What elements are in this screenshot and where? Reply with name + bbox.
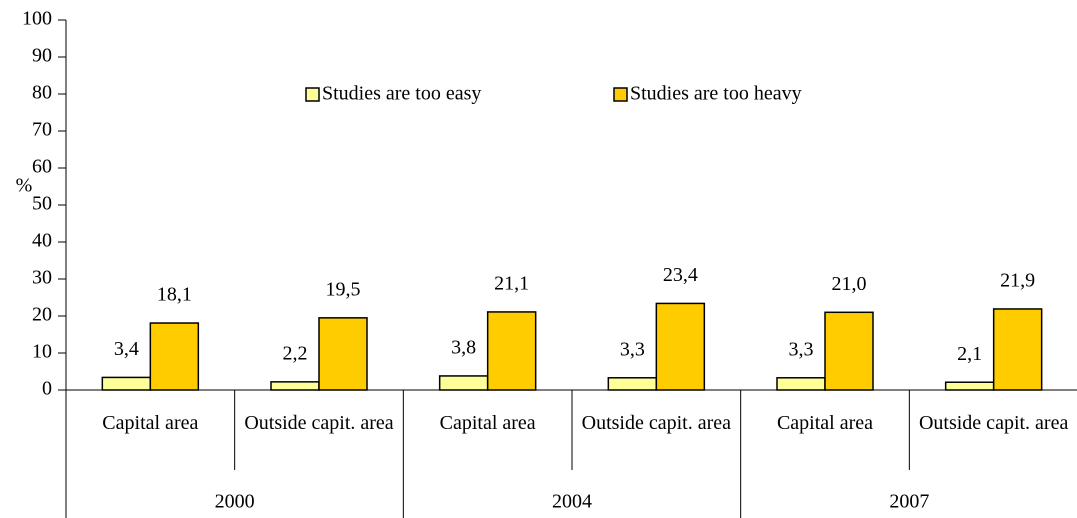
bar (824, 311, 874, 391)
data-label: 3,4 (114, 338, 139, 360)
data-label: 3,3 (620, 338, 645, 360)
group-label: 2007 (889, 491, 929, 513)
bar (438, 375, 489, 391)
legend-label: Studies are too heavy (630, 83, 802, 105)
x-tick-label: Outside capit. area (918, 412, 1069, 434)
group-label: 2000 (215, 491, 255, 513)
legend-label: Studies are too easy (322, 83, 481, 105)
data-label: 21,9 (1000, 270, 1035, 292)
bar (992, 308, 1043, 391)
bar (607, 377, 658, 391)
group-label: 2004 (552, 491, 592, 513)
data-label: 19,5 (326, 278, 361, 300)
y-tick-label: 90 (32, 45, 52, 67)
x-tick-label: Outside capit. area (244, 412, 394, 434)
x-tick-label: Outside capit. area (581, 412, 732, 434)
data-label: 2,2 (283, 342, 308, 364)
data-label: 21,0 (832, 273, 867, 295)
y-tick-label: 30 (32, 267, 52, 289)
y-tick-label: 60 (32, 156, 52, 178)
y-tick-label: 40 (32, 230, 52, 252)
legend-swatch (613, 87, 628, 102)
bar (486, 311, 537, 391)
y-tick-label: 0 (42, 378, 52, 400)
x-tick-label: Capital area (776, 412, 874, 434)
data-label: 2,1 (957, 343, 982, 365)
data-label: 3,8 (451, 337, 476, 359)
bar (655, 302, 706, 391)
y-tick-label: 100 (22, 8, 52, 30)
y-tick-label: 10 (32, 341, 52, 363)
legend-swatch (305, 87, 320, 102)
x-tick-label: Capital area (439, 412, 536, 434)
data-label: 21,1 (494, 273, 529, 295)
bar (776, 377, 826, 391)
bar (318, 317, 368, 391)
y-tick-label: 80 (32, 82, 52, 104)
bar (149, 322, 200, 391)
data-label: 23,4 (663, 264, 698, 286)
y-axis-label: % (16, 175, 33, 197)
bar (270, 381, 320, 391)
y-tick-label: 20 (32, 304, 52, 326)
bar (944, 381, 995, 391)
y-tick-label: 50 (32, 193, 52, 215)
x-tick-label: Capital area (102, 412, 199, 434)
y-tick-label: 70 (32, 119, 52, 141)
data-label: 3,3 (789, 338, 814, 360)
bar (101, 376, 152, 391)
data-label: 18,1 (157, 284, 192, 306)
